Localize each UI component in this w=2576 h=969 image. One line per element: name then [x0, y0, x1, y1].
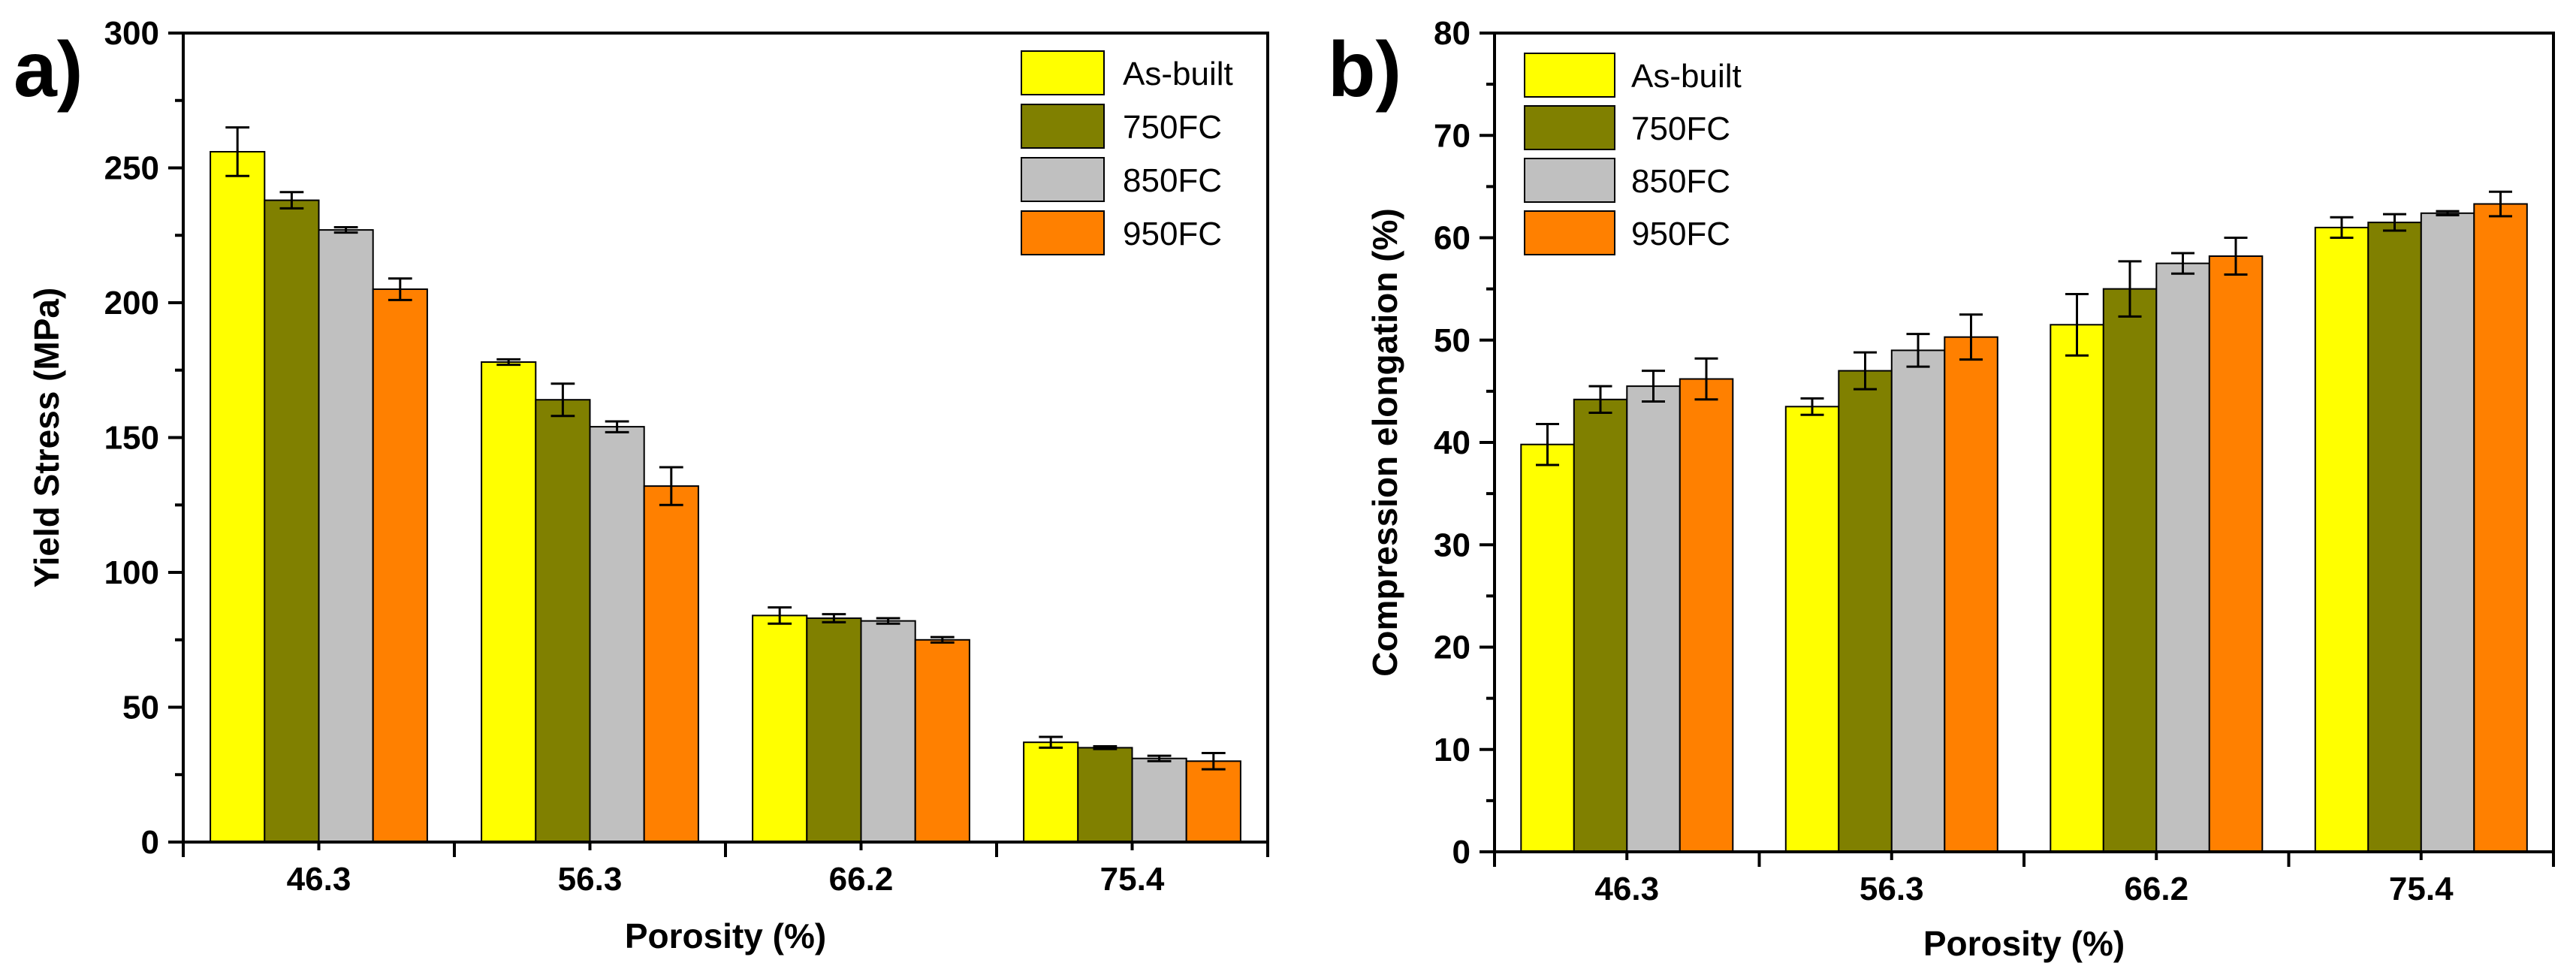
chart-a-bar [1185, 760, 1241, 843]
chart-b-legend-swatch [1524, 158, 1615, 203]
chart-b-x-tick-label: 56.3 [1860, 871, 1924, 907]
chart-a-y-tick-label: 100 [104, 554, 159, 591]
chart-b-y-tick-label: 50 [1434, 322, 1470, 359]
chart-a-y-tick-label: 300 [104, 15, 159, 52]
chart-a-x-tick-label: 75.4 [1100, 861, 1165, 898]
chart-b-legend-label: 750FC [1631, 110, 1730, 147]
chart-a-legend-swatch [1021, 157, 1105, 202]
chart-a: a) 0 50 100 150 200 250 300 46.3 56.3 66.2 75.4 Poro… [14, 15, 1269, 955]
chart-b-y-tick-label: 40 [1434, 424, 1470, 461]
chart-a-bar [372, 288, 428, 843]
chart-a-x-tick-label: 56.3 [558, 861, 623, 898]
chart-b-legend: As-built 750FC 850FC 950FC [1524, 53, 1742, 255]
chart-a-legend-swatch [1021, 50, 1105, 95]
chart-b-x-tick-label: 46.3 [1594, 871, 1659, 907]
chart-a-y-tick-label: 200 [104, 285, 159, 321]
chart-a-x-axis-title: Porosity (%) [625, 916, 826, 955]
chart-b-y-axis-title: Compression elongation (%) [1365, 208, 1404, 677]
chart-a-bar [589, 426, 645, 843]
chart-b-y-axis: 0 10 20 30 40 50 60 70 80 [1434, 15, 1495, 871]
chart-b-bar [2102, 288, 2158, 853]
chart-a-bar [643, 485, 699, 843]
chart-a-y-tick-label: 0 [141, 824, 159, 861]
chart-b-bar [1626, 385, 1681, 853]
chart-a-legend-label: 750FC [1123, 109, 1222, 146]
chart-a-y-tick-label: 150 [104, 420, 159, 457]
chart-b-x-axis-title: Porosity (%) [1923, 924, 2125, 963]
chart-a-bar [806, 617, 862, 843]
chart-b-x-tick-label: 75.4 [2389, 871, 2454, 907]
chart-a-bar [752, 614, 808, 844]
chart-a-bar [1131, 757, 1187, 844]
chart-a-y-tick-label: 250 [104, 150, 159, 187]
chart-b-bar [1944, 336, 1998, 853]
chart-a-legend-label: 850FC [1123, 162, 1222, 199]
chart-b-bar [2473, 203, 2528, 853]
chart-a-legend: As-built 750FC 850FC 950FC [1021, 50, 1233, 255]
chart-b-y-tick-label: 70 [1434, 117, 1470, 154]
chart-b-bars [1520, 190, 2528, 853]
chart-b-bar [2420, 212, 2475, 853]
chart-a-bar [860, 620, 916, 843]
chart-b-panel-label: b) [1328, 26, 1401, 113]
chart-b-x-tick-label: 66.2 [2124, 871, 2188, 907]
chart-b-legend-label: 950FC [1631, 216, 1730, 252]
chart-a-legend-label: As-built [1123, 56, 1233, 92]
chart-b-bar [1679, 378, 1734, 853]
chart-a-bar [210, 151, 266, 843]
chart-b-bar [2208, 255, 2264, 853]
chart-a-legend-label: 950FC [1123, 216, 1222, 252]
chart-a-bar [1023, 741, 1079, 844]
chart-a-bar [264, 199, 320, 844]
chart-a-legend-swatch [1021, 210, 1105, 255]
chart-a-bar [1077, 747, 1133, 844]
chart-b-legend-label: As-built [1631, 58, 1742, 95]
chart-b-bar [1520, 443, 1575, 853]
chart-b-bar [2314, 226, 2369, 853]
chart-b-legend-swatch [1524, 53, 1615, 98]
chart-b-bar [1573, 398, 1628, 853]
chart-b-legend-swatch [1524, 105, 1615, 150]
chart-b-y-tick-label: 30 [1434, 527, 1470, 563]
chart-a-y-axis: 0 50 100 150 200 250 300 [104, 15, 183, 861]
chart-b-y-tick-label: 10 [1434, 732, 1470, 768]
chart-a-panel-label: a) [14, 26, 83, 113]
chart-a-bar [481, 361, 537, 843]
chart-b-y-tick-label: 80 [1434, 15, 1470, 52]
chart-a-x-tick-label: 66.2 [829, 861, 894, 898]
chart-b-bar [1890, 349, 1946, 853]
chart-b-bar [1838, 370, 1893, 853]
chart-a-bars [210, 126, 1241, 844]
chart-b-bar [1784, 406, 1840, 853]
chart-b-y-tick-label: 0 [1452, 834, 1470, 871]
chart-b-legend-swatch [1524, 210, 1615, 255]
chart-a-bar [535, 399, 591, 843]
chart-a-legend-swatch [1021, 104, 1105, 149]
chart-b-bar [2155, 262, 2210, 853]
chart-b-bar [2050, 324, 2104, 853]
chart-b-legend-label: 850FC [1631, 163, 1730, 200]
chart-a-x-tick-label: 46.3 [287, 861, 351, 898]
chart-b-y-tick-label: 60 [1434, 220, 1470, 257]
chart-a-x-axis: 46.3 56.3 66.2 75.4 [182, 842, 1269, 898]
chart-b-x-axis: 46.3 56.3 66.2 75.4 [1493, 852, 2555, 907]
chart-a-bar [914, 638, 970, 844]
chart-b: b) 0 10 20 30 40 50 60 70 80 46.3 56.3 66.2 75.4 Poros… [1328, 15, 2555, 963]
chart-a-bar [318, 229, 374, 844]
chart-b-bar [2367, 222, 2422, 853]
chart-b-y-tick-label: 20 [1434, 629, 1470, 666]
chart-a-y-tick-label: 50 [122, 690, 159, 726]
chart-a-y-axis-title: Yield Stress (MPa) [27, 288, 66, 588]
